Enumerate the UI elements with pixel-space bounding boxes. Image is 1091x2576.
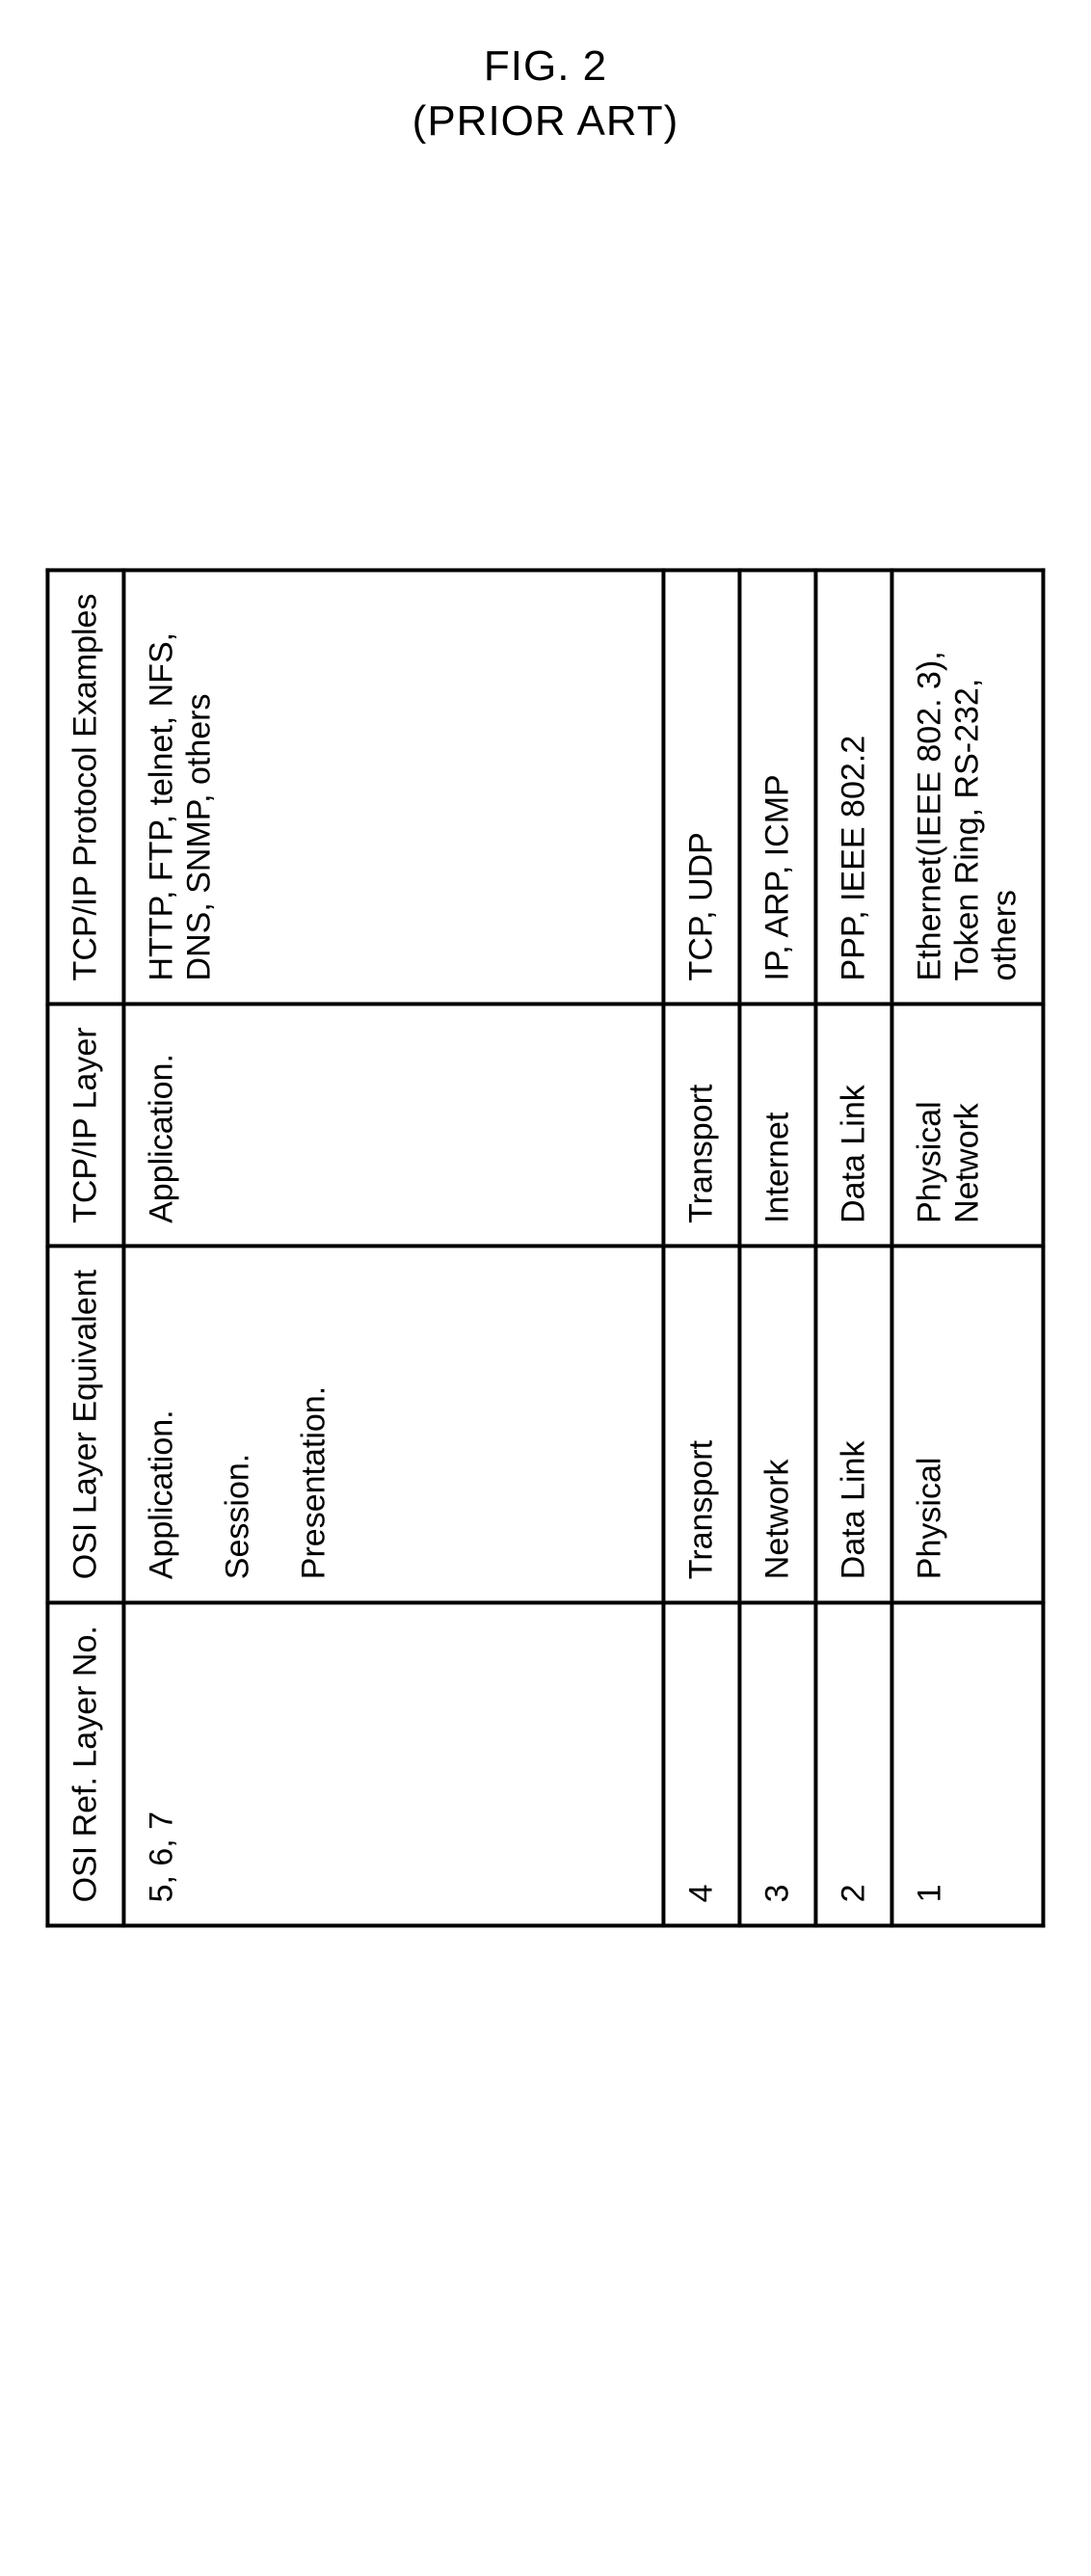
cell-osi-no: 3 [740, 1602, 816, 1925]
table-row: 2 Data Link Data Link PPP, IEEE 802.2 [816, 570, 892, 1925]
figure-number: FIG. 2 [19, 39, 1072, 94]
header-tcpip-layer: TCP/IP Layer [48, 1004, 124, 1246]
table-row: 1 Physical Physical Network Ethernet(IEE… [892, 570, 1044, 1925]
table-header-row: OSI Ref. Layer No. OSI Layer Equivalent … [48, 570, 124, 1925]
header-osi-equivalent: OSI Layer Equivalent [48, 1247, 124, 1602]
cell-osi-eq: Application. Session. Presentation. [124, 1247, 664, 1602]
cell-examples: PPP, IEEE 802.2 [816, 570, 892, 1004]
osi-eq-line: Presentation. [296, 1270, 333, 1579]
header-osi-ref-no: OSI Ref. Layer No. [48, 1602, 124, 1925]
cell-examples: IP, ARP, ICMP [740, 570, 816, 1004]
cell-tcpip-layer: Data Link [816, 1004, 892, 1246]
figure-heading: FIG. 2 (PRIOR ART) [19, 39, 1072, 148]
cell-osi-eq: Data Link [816, 1247, 892, 1602]
cell-tcpip-layer: Internet [740, 1004, 816, 1246]
cell-osi-no: 2 [816, 1602, 892, 1925]
cell-examples: Ethernet(IEEE 802. 3), Token Ring, RS-23… [892, 570, 1044, 1004]
table-row: 5, 6, 7 Application. Session. Presentati… [124, 570, 664, 1925]
cell-tcpip-layer: Application. [124, 1004, 664, 1246]
cell-osi-no: 4 [664, 1602, 740, 1925]
table-wrapper: OSI Ref. Layer No. OSI Layer Equivalent … [19, 187, 1072, 2308]
osi-eq-line: Application. [144, 1270, 181, 1579]
table-row: 4 Transport Transport TCP, UDP [664, 570, 740, 1925]
cell-tcpip-layer: Transport [664, 1004, 740, 1246]
osi-tcpip-table: OSI Ref. Layer No. OSI Layer Equivalent … [46, 568, 1046, 1927]
cell-osi-no: 1 [892, 1602, 1044, 1925]
cell-examples: HTTP, FTP, telnet, NFS, DNS, SNMP, other… [124, 570, 664, 1004]
cell-osi-eq: Physical [892, 1247, 1044, 1602]
table-row: 3 Network Internet IP, ARP, ICMP [740, 570, 816, 1925]
cell-osi-eq: Transport [664, 1247, 740, 1602]
cell-examples: TCP, UDP [664, 570, 740, 1004]
osi-eq-line: Session. [220, 1270, 257, 1579]
figure-subtitle: (PRIOR ART) [19, 94, 1072, 148]
header-protocol-examples: TCP/IP Protocol Examples [48, 570, 124, 1004]
cell-tcpip-layer: Physical Network [892, 1004, 1044, 1246]
cell-osi-eq: Network [740, 1247, 816, 1602]
cell-osi-no: 5, 6, 7 [124, 1602, 664, 1925]
table-rotated-container: OSI Ref. Layer No. OSI Layer Equivalent … [46, 568, 1046, 1927]
